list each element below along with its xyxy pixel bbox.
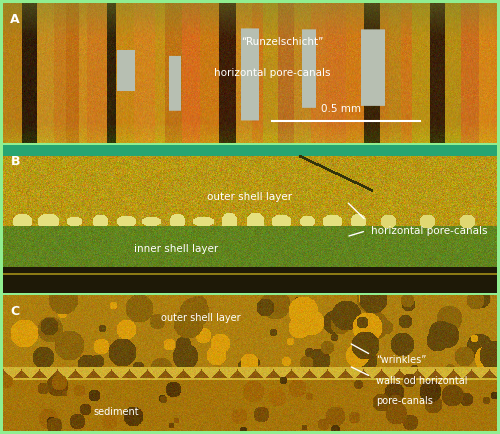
Text: 0.5 mm: 0.5 mm <box>322 105 362 115</box>
Text: horizontal pore-canals: horizontal pore-canals <box>214 68 330 78</box>
Text: inner shell layer: inner shell layer <box>134 243 218 253</box>
Text: outer shell layer: outer shell layer <box>161 313 240 323</box>
Text: outer shell layer: outer shell layer <box>208 192 292 202</box>
Text: “wrinkles”: “wrinkles” <box>376 355 426 365</box>
Text: pore-canals: pore-canals <box>376 396 433 406</box>
Text: C: C <box>10 305 20 318</box>
Text: sediment: sediment <box>94 407 140 417</box>
Text: A: A <box>10 13 20 26</box>
Text: B: B <box>10 155 20 168</box>
Text: horizontal pore-canals: horizontal pore-canals <box>371 226 488 236</box>
Text: “Runzelschicht”: “Runzelschicht” <box>241 37 324 47</box>
Text: walls od horizontal: walls od horizontal <box>376 376 468 386</box>
